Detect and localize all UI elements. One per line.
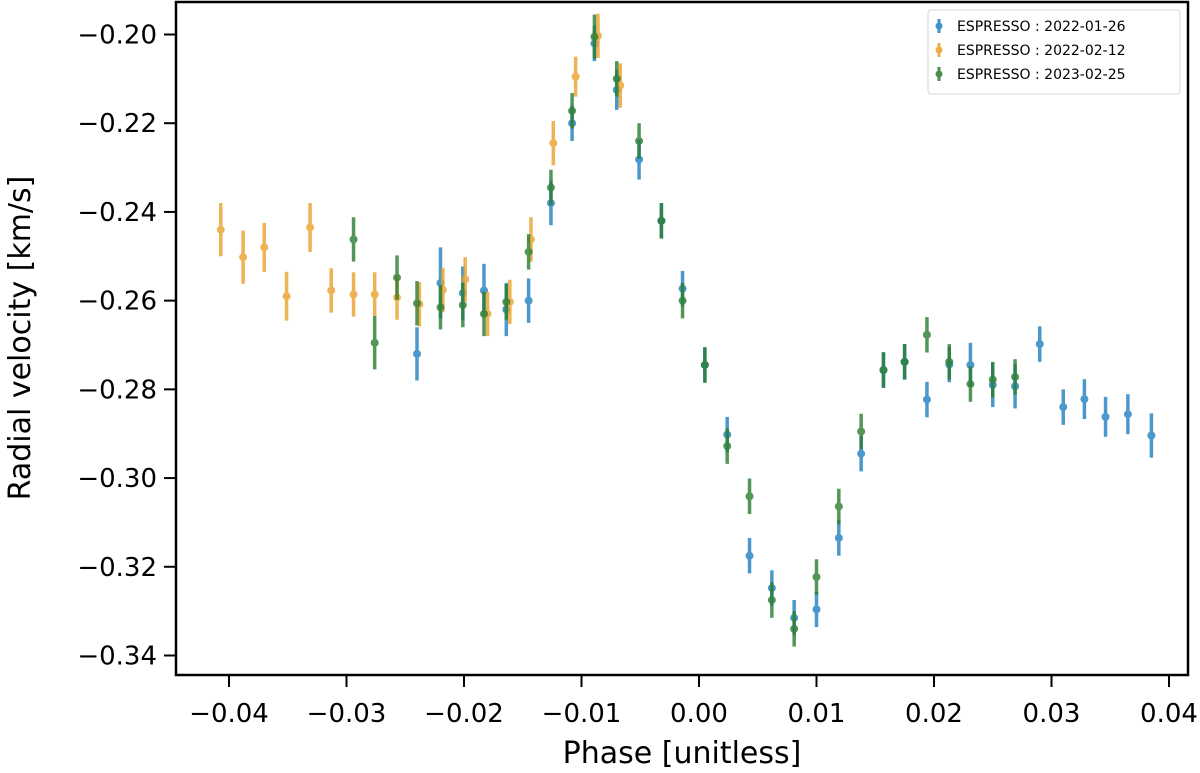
- data-point: [370, 316, 379, 370]
- data-point: [524, 234, 533, 270]
- x-tick-label: 0.00: [670, 699, 728, 729]
- data-point: [879, 352, 888, 388]
- data-point: [1059, 389, 1068, 425]
- x-axis-label: Phase [unitless]: [563, 736, 802, 771]
- data-point: [461, 257, 470, 302]
- legend-item: [935, 43, 943, 57]
- y-tick-label: −0.32: [77, 553, 157, 583]
- y-tick-label: −0.20: [77, 21, 157, 51]
- x-axis-ticks: −0.04 −0.03 −0.02 −0.01 0.00 0.01 0.02 0.03 0.04: [189, 675, 1198, 729]
- y-tick-label: −0.24: [77, 198, 157, 228]
- data-point: [216, 203, 225, 257]
- data-point: [282, 271, 291, 321]
- data-point: [678, 282, 687, 319]
- series-1: [413, 25, 1156, 636]
- legend-item: [935, 19, 943, 33]
- data-point: [612, 61, 621, 97]
- data-point: [370, 272, 379, 317]
- data-point: [900, 344, 909, 380]
- data-point: [393, 255, 402, 300]
- data-point: [502, 284, 511, 320]
- data-point: [413, 281, 421, 326]
- x-tick-label: −0.02: [424, 699, 504, 729]
- legend-item: [935, 67, 943, 81]
- data-point: [1123, 394, 1132, 435]
- data-point: [479, 291, 488, 337]
- data-point: [812, 591, 821, 628]
- data-point: [657, 203, 666, 239]
- x-tick-label: −0.04: [189, 699, 269, 729]
- data-point: [745, 537, 754, 574]
- data-point: [700, 347, 709, 383]
- data-point: [988, 361, 997, 398]
- data-point: [349, 272, 358, 317]
- data-point: [834, 520, 843, 556]
- data-point: [590, 14, 599, 59]
- x-tick-label: 0.04: [1140, 699, 1198, 729]
- data-point: [1101, 396, 1110, 437]
- data-point: [349, 217, 358, 262]
- data-point: [260, 223, 269, 272]
- data-point: [571, 56, 580, 97]
- data-point: [922, 381, 931, 418]
- x-tick-label: −0.01: [542, 699, 622, 729]
- data-point: [239, 230, 248, 284]
- data-point: [568, 93, 577, 129]
- data-point: [327, 268, 336, 313]
- y-tick-label: −0.28: [77, 375, 157, 405]
- data-point: [1147, 413, 1156, 458]
- legend-label: ESPRESSO : 2023-02-25: [957, 67, 1126, 83]
- data-point: [812, 559, 821, 595]
- x-tick-label: 0.02: [905, 699, 963, 729]
- data-point: [767, 582, 776, 618]
- data-points-layer: [216, 13, 1156, 647]
- data-point: [549, 120, 558, 166]
- legend-frame: [927, 9, 1181, 95]
- y-axis-ticks: −0.20 −0.22 −0.24 −0.26 −0.28 −0.30 −0.32 −0.34: [77, 21, 176, 671]
- y-tick-label: −0.26: [77, 287, 157, 317]
- plot-frame: [174, 0, 1190, 677]
- legend: ESPRESSO : 2022-01-26 ESPRESSO : 2022-02-…: [927, 9, 1181, 95]
- data-point: [1035, 326, 1044, 362]
- data-point: [966, 366, 975, 402]
- data-point: [723, 428, 732, 464]
- y-tick-label: −0.22: [77, 109, 157, 139]
- data-point: [834, 488, 843, 525]
- legend-label: ESPRESSO : 2022-02-12: [957, 43, 1126, 59]
- data-point: [1011, 359, 1020, 395]
- data-point: [306, 203, 315, 252]
- legend-label: ESPRESSO : 2022-01-26: [957, 19, 1126, 35]
- data-point: [745, 478, 754, 514]
- series-3: [349, 14, 1020, 647]
- data-point: [413, 327, 421, 381]
- y-tick-label: −0.30: [77, 464, 157, 494]
- data-point: [945, 344, 954, 380]
- data-point: [922, 317, 931, 353]
- data-point: [857, 413, 866, 450]
- data-point: [1080, 379, 1089, 420]
- data-point: [458, 282, 467, 328]
- data-point: [524, 278, 533, 323]
- series-2: [216, 13, 625, 337]
- data-point: [790, 611, 799, 647]
- y-axis-label: Radial velocity [km/s]: [3, 176, 38, 501]
- x-tick-label: 0.01: [788, 699, 846, 729]
- data-point: [546, 169, 555, 206]
- x-tick-label: −0.03: [307, 699, 387, 729]
- y-tick-label: −0.34: [77, 641, 157, 671]
- data-point: [436, 285, 445, 330]
- x-tick-label: 0.03: [1023, 699, 1081, 729]
- data-point: [635, 123, 644, 159]
